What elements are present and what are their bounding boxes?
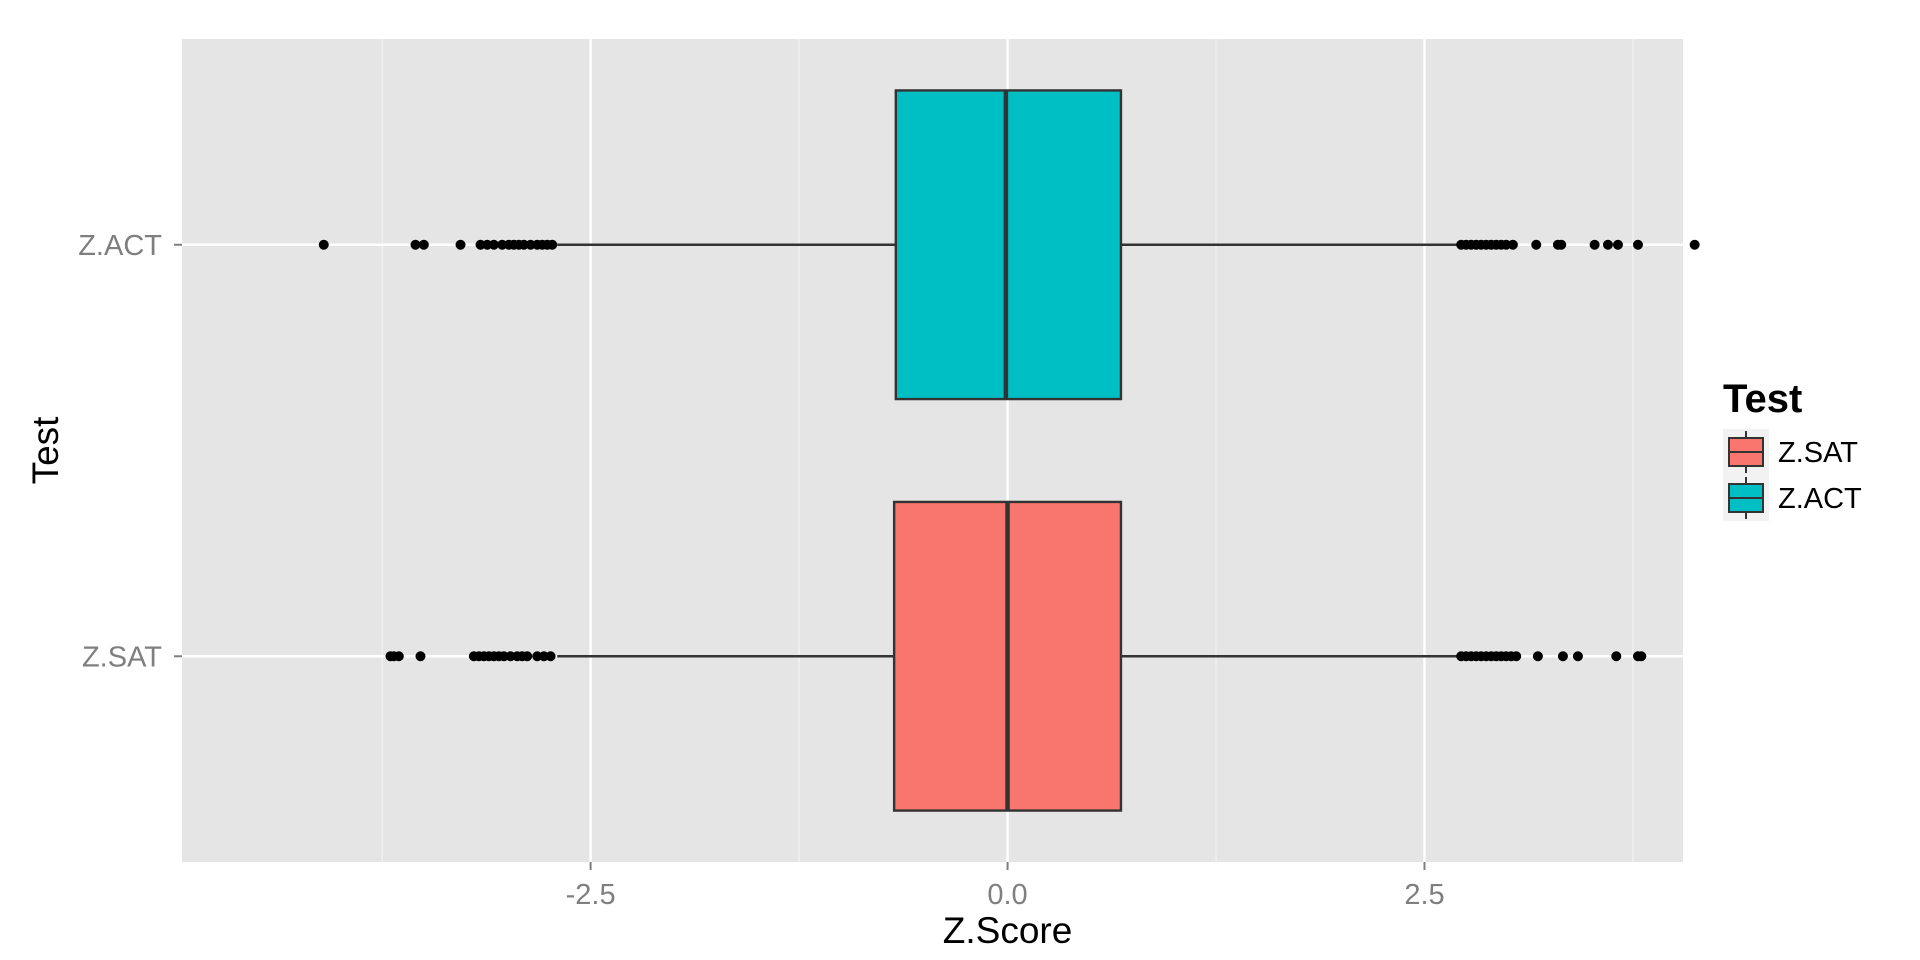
y-tick-label: Z.SAT — [82, 641, 162, 673]
legend-items: Z.SAT Z.ACT — [1723, 429, 1862, 521]
outlier-point — [318, 239, 329, 250]
outlier-point — [522, 651, 533, 662]
outlier-point — [1511, 651, 1522, 662]
outlier-point — [1636, 651, 1647, 662]
outlier-point — [545, 651, 556, 662]
boxplot-series — [318, 89, 1700, 812]
legend-label: Z.SAT — [1778, 437, 1858, 469]
y-axis-title: Test — [25, 416, 66, 485]
x-axis-title: Z.Score — [943, 910, 1073, 951]
outlier-point — [1572, 651, 1583, 662]
legend-item-z-sat: Z.SAT — [1723, 429, 1858, 475]
x-tick-label: -2.5 — [566, 879, 616, 911]
outlier-point — [1531, 239, 1542, 250]
outlier-point — [1589, 239, 1600, 250]
outlier-point — [1557, 651, 1568, 662]
outlier-point — [1612, 239, 1623, 250]
legend-title: Test — [1723, 377, 1802, 421]
outlier-point — [393, 651, 404, 662]
outlier-point — [1507, 239, 1518, 250]
boxplot-z-sat — [385, 500, 1647, 812]
outlier-point — [1689, 239, 1700, 250]
legend-label: Z.ACT — [1778, 483, 1862, 515]
y-tick-label: Z.ACT — [78, 230, 162, 262]
boxplot-z-act — [318, 89, 1700, 401]
legend: Test Z.SAT Z.ACT — [1723, 377, 1862, 521]
outlier-point — [1632, 239, 1643, 250]
outlier-point — [547, 239, 558, 250]
legend-item-z-act: Z.ACT — [1723, 475, 1862, 521]
outlier-point — [418, 239, 429, 250]
outlier-point — [1611, 651, 1622, 662]
box — [894, 89, 1123, 401]
outlier-point — [410, 239, 421, 250]
outlier-point — [1556, 239, 1567, 250]
outlier-point — [488, 239, 499, 250]
x-tick-label: 2.5 — [1404, 879, 1444, 911]
x-tick-label: 0.0 — [987, 879, 1027, 911]
outlier-point — [455, 239, 466, 250]
outlier-point — [415, 651, 426, 662]
axes: -2.5 0.0 2.5 Z.SAT Z.ACT — [78, 230, 1444, 911]
outlier-point — [1602, 239, 1613, 250]
outlier-point — [1532, 651, 1543, 662]
